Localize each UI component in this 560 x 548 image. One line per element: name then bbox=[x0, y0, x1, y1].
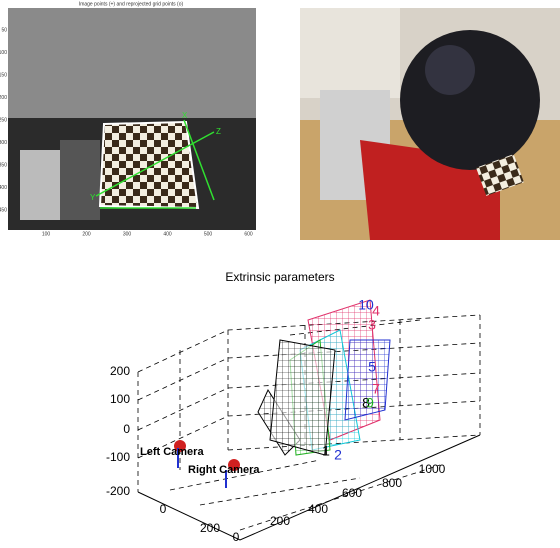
y-tick-label: 400 bbox=[0, 185, 7, 191]
pose-label: 2 bbox=[334, 447, 342, 463]
axis-label: Z bbox=[216, 127, 221, 136]
pose-label: 3 bbox=[368, 317, 376, 333]
extrinsic-plot: Extrinsic parameters Left Camera Right C… bbox=[138, 270, 480, 540]
x-tick-label: 200 bbox=[82, 231, 91, 237]
x-tick-label: 400 bbox=[163, 231, 172, 237]
z-tick-label: 0 bbox=[123, 422, 130, 436]
x-tick-label: 100 bbox=[42, 231, 51, 237]
y-tick-label: 400 bbox=[308, 502, 328, 516]
y-tick-label: 350 bbox=[0, 162, 7, 168]
x-tick-label: 200 bbox=[200, 521, 220, 535]
y-tick-label: 250 bbox=[0, 117, 7, 123]
z-tick-label: -200 bbox=[106, 484, 130, 498]
calibration-image: Image points (+) and reprojected grid po… bbox=[0, 0, 262, 240]
x-tick-label: 600 bbox=[244, 231, 253, 237]
y-tick-label: 800 bbox=[382, 476, 402, 490]
plot-title: Extrinsic parameters bbox=[225, 270, 334, 284]
z-tick-label: 100 bbox=[110, 392, 130, 406]
y-tick-label: 200 bbox=[0, 95, 7, 101]
camera-label: Left Camera bbox=[140, 446, 204, 458]
figure: Image points (+) and reprojected grid po… bbox=[0, 0, 560, 548]
x-tick-label: 0 bbox=[160, 502, 167, 516]
y-tick-label: 1000 bbox=[419, 462, 446, 476]
pose-label: 5 bbox=[368, 359, 376, 375]
pose-label: 9 bbox=[366, 395, 374, 411]
x-tick-label: 300 bbox=[123, 231, 132, 237]
pose-label: 1 bbox=[322, 443, 330, 459]
axis-label: Y bbox=[90, 193, 96, 202]
y-tick-label: 100 bbox=[0, 50, 7, 56]
z-tick-label: -100 bbox=[106, 450, 130, 464]
x-tick-label: 500 bbox=[204, 231, 213, 237]
z-tick-label: 200 bbox=[110, 364, 130, 378]
y-tick-label: 0 bbox=[233, 530, 240, 544]
device-photo bbox=[300, 8, 560, 240]
y-tick-label: 150 bbox=[0, 72, 7, 78]
y-tick-label: 300 bbox=[0, 140, 7, 146]
y-tick-label: 600 bbox=[342, 486, 362, 500]
y-tick-label: 450 bbox=[0, 207, 7, 213]
camera-label: Right Camera bbox=[188, 464, 260, 476]
image-title: Image points (+) and reprojected grid po… bbox=[79, 1, 184, 7]
y-tick-label: 200 bbox=[270, 514, 290, 528]
page: Image points (+) and reprojected grid po… bbox=[0, 0, 560, 548]
axis-label: X bbox=[182, 111, 188, 120]
y-tick-label: 50 bbox=[1, 27, 7, 33]
